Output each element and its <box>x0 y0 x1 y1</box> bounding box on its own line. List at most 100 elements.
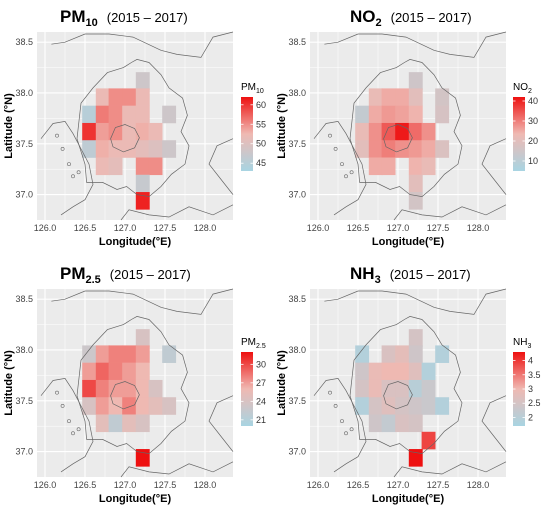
city-boundary <box>383 124 413 153</box>
eastern-boundary <box>208 395 234 452</box>
x-tick-label: 127.5 <box>154 480 177 490</box>
x-tick-label: 126.5 <box>347 223 370 233</box>
heat-cell <box>355 345 370 363</box>
island <box>344 174 348 179</box>
heat-cell <box>108 397 123 415</box>
heat-cell <box>122 140 137 158</box>
heat-cell <box>162 105 177 124</box>
heat-cell <box>368 105 383 124</box>
heat-cell <box>162 345 177 363</box>
heat-cell <box>395 414 410 433</box>
heat-cell <box>408 362 423 381</box>
y-tick-label: 37.5 <box>15 139 33 149</box>
legend-tick-label: 3 <box>528 384 533 394</box>
island <box>340 419 344 424</box>
heat-cell <box>82 122 97 141</box>
heat-cell <box>395 122 410 141</box>
heat-cell <box>95 379 110 398</box>
heat-cell <box>381 397 396 415</box>
heat-cell <box>381 362 396 381</box>
southern-boundary <box>120 461 234 478</box>
province-boundary <box>76 59 190 197</box>
heat-cell <box>122 397 137 415</box>
heat-cell <box>108 362 123 381</box>
panel-title: NO2 (2015 – 2017) <box>350 7 472 29</box>
heat-cell <box>408 157 423 176</box>
heat-cell <box>108 157 123 176</box>
heat-cell <box>395 140 410 158</box>
province-boundary <box>76 316 190 454</box>
x-tick-label: 126.0 <box>34 223 57 233</box>
northern-boundary <box>51 288 234 315</box>
eastern-boundary <box>208 138 234 195</box>
heat-cell <box>135 157 150 176</box>
northern-boundary <box>324 31 507 58</box>
heat-cell <box>135 379 150 398</box>
x-tick-label: 127.0 <box>387 480 410 490</box>
y-tick-label: 38.5 <box>15 294 33 304</box>
heat-cell <box>108 345 123 363</box>
heat-cell <box>108 140 123 158</box>
heat-cell <box>368 379 383 398</box>
legend-title: NH3 <box>513 337 531 350</box>
province-boundary <box>349 316 463 454</box>
heat-cell <box>421 157 436 176</box>
island <box>328 390 332 395</box>
y-tick-label: 37.0 <box>15 190 33 200</box>
heat-cell <box>381 105 396 124</box>
heat-cell <box>82 140 97 158</box>
heat-cell <box>95 140 110 158</box>
heat-cell <box>135 105 150 124</box>
heat-cell <box>435 345 450 363</box>
heat-cell <box>421 431 436 450</box>
heat-cell <box>135 397 150 415</box>
x-tick-label: 126.0 <box>307 223 330 233</box>
heat-cell <box>408 122 423 141</box>
x-axis-label: Longitude(°E) <box>99 493 172 505</box>
heat-cell <box>95 397 110 415</box>
legend-tick-label: 60 <box>256 100 266 110</box>
legend-tick-label: 4 <box>528 356 533 366</box>
island <box>333 403 338 408</box>
heat-cell <box>421 362 436 381</box>
heat-cell <box>148 157 163 176</box>
island <box>71 174 75 179</box>
heat-cell <box>421 397 436 415</box>
y-tick-label: 38.5 <box>15 37 33 47</box>
legend-tick-label: 20 <box>528 136 538 146</box>
y-tick-label: 37.0 <box>288 447 306 457</box>
heat-cell <box>122 362 137 381</box>
heat-cell <box>148 140 163 158</box>
island <box>349 427 354 432</box>
legend-tick-label: 45 <box>256 158 266 168</box>
southern-boundary <box>120 204 234 221</box>
heat-cell <box>381 414 396 433</box>
heat-cell <box>355 379 370 398</box>
coastline <box>313 121 367 216</box>
panel-title: PM2.5 (2015 – 2017) <box>60 264 191 286</box>
heat-cell <box>408 88 423 106</box>
legend-tick-label: 30 <box>528 116 538 126</box>
eastern-boundary <box>481 395 507 452</box>
heat-cell <box>421 379 436 398</box>
heat-cell <box>381 345 396 363</box>
legend-tick-label: 3.5 <box>528 370 541 380</box>
x-tick-label: 126.5 <box>347 480 370 490</box>
legend-tick-label: 30 <box>256 359 266 369</box>
heat-cell <box>408 174 423 193</box>
coastline <box>313 378 367 473</box>
northern-boundary <box>51 31 234 58</box>
heat-cell <box>122 345 137 363</box>
legend-title: PM10 <box>241 82 264 95</box>
northern-boundary <box>324 288 507 315</box>
coastline <box>40 378 94 473</box>
city-boundary <box>383 381 413 410</box>
y-axis-label: Latitude (°N) <box>276 93 288 159</box>
island <box>328 133 332 138</box>
heat-cell <box>108 88 123 106</box>
heat-cell <box>148 379 163 398</box>
panel-title: PM10 (2015 – 2017) <box>60 7 188 29</box>
legend-tick-label: 10 <box>528 156 538 166</box>
x-tick-label: 127.0 <box>114 223 137 233</box>
